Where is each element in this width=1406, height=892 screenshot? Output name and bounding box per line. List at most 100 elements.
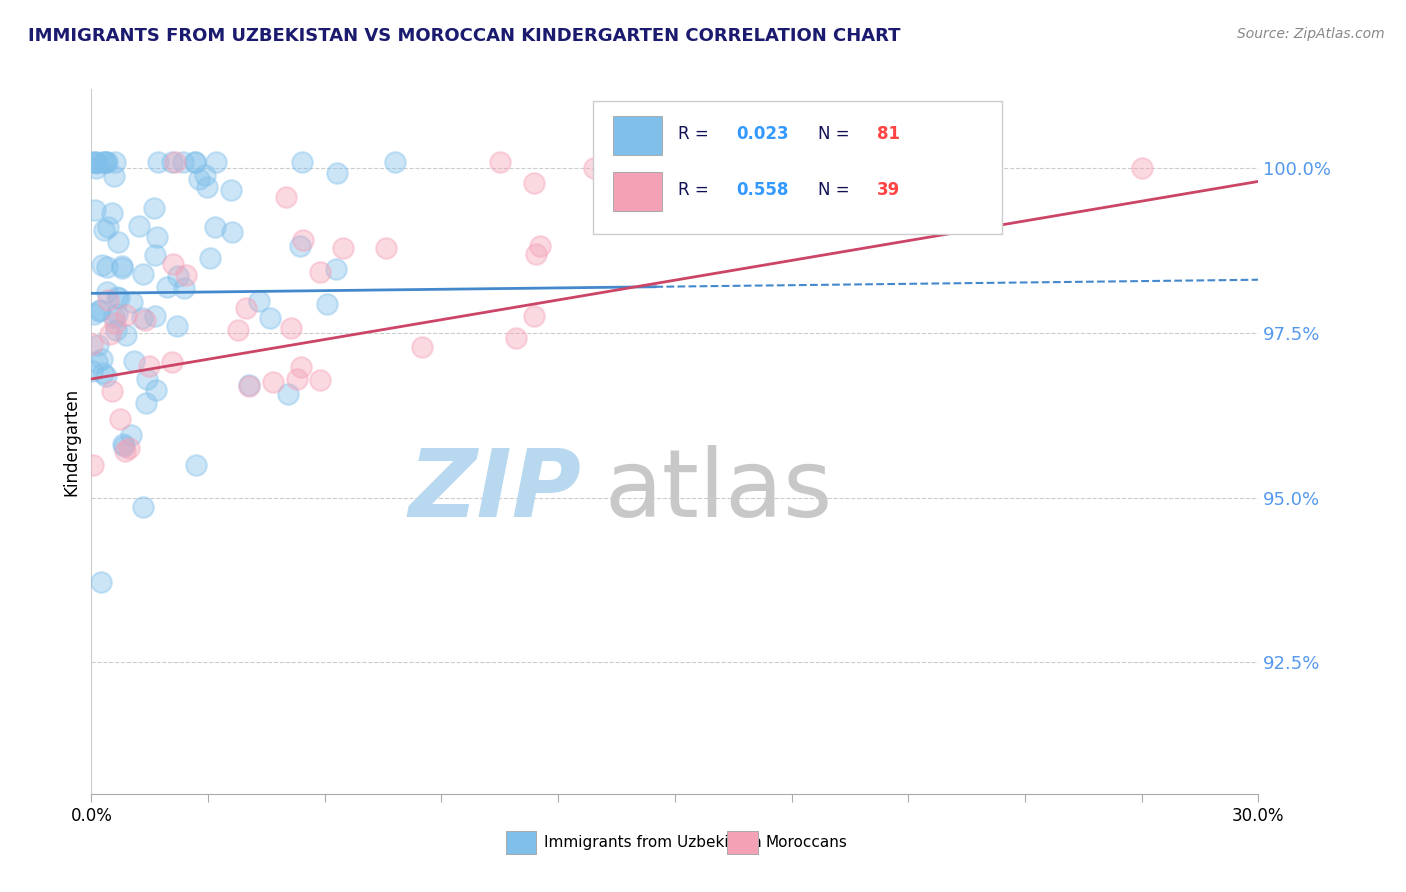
Point bbox=[235, 301, 257, 315]
Point bbox=[100, 327, 122, 342]
Point bbox=[96, 285, 118, 300]
Point bbox=[166, 268, 188, 283]
Text: Source: ZipAtlas.com: Source: ZipAtlas.com bbox=[1237, 27, 1385, 41]
Point bbox=[101, 384, 124, 398]
Point bbox=[384, 154, 406, 169]
Point bbox=[87, 303, 110, 318]
Point bbox=[249, 294, 271, 309]
Point bbox=[103, 310, 125, 324]
Point bbox=[94, 154, 117, 169]
Point bbox=[226, 323, 249, 337]
Point bbox=[84, 154, 107, 169]
Text: Moroccans: Moroccans bbox=[766, 835, 848, 850]
Point bbox=[111, 260, 134, 275]
Point bbox=[204, 219, 226, 234]
Point bbox=[292, 233, 315, 247]
Point bbox=[96, 260, 118, 274]
Point bbox=[138, 359, 160, 373]
Point bbox=[259, 311, 281, 326]
Point bbox=[188, 172, 211, 186]
Point bbox=[107, 235, 129, 249]
Point bbox=[82, 458, 104, 472]
Point bbox=[93, 223, 115, 237]
Point bbox=[219, 183, 242, 197]
Point bbox=[108, 411, 131, 425]
Text: R =: R = bbox=[678, 181, 714, 199]
Point bbox=[583, 161, 606, 176]
Point bbox=[277, 387, 299, 401]
Point bbox=[276, 189, 298, 203]
Point bbox=[104, 323, 127, 337]
Point bbox=[83, 154, 105, 169]
Point bbox=[80, 364, 103, 378]
Point bbox=[221, 225, 243, 239]
Point bbox=[97, 219, 120, 234]
Point bbox=[488, 154, 510, 169]
Point bbox=[332, 241, 354, 255]
Point bbox=[87, 338, 110, 352]
Point bbox=[162, 257, 184, 271]
Point bbox=[115, 328, 138, 343]
Point bbox=[112, 439, 135, 453]
Text: IMMIGRANTS FROM UZBEKISTAN VS MOROCCAN KINDERGARTEN CORRELATION CHART: IMMIGRANTS FROM UZBEKISTAN VS MOROCCAN K… bbox=[28, 27, 901, 45]
Point bbox=[114, 308, 136, 322]
Point bbox=[166, 318, 188, 333]
Point bbox=[114, 443, 136, 458]
FancyBboxPatch shape bbox=[613, 116, 662, 154]
Point bbox=[183, 154, 205, 169]
Point bbox=[198, 251, 221, 265]
Point bbox=[104, 316, 127, 330]
Point bbox=[262, 375, 284, 389]
FancyBboxPatch shape bbox=[593, 101, 1001, 234]
Point bbox=[325, 262, 347, 277]
Point bbox=[101, 206, 124, 220]
Point bbox=[94, 154, 117, 169]
Point bbox=[131, 310, 153, 325]
Point bbox=[103, 169, 125, 183]
Point bbox=[194, 169, 217, 183]
Point bbox=[238, 378, 260, 392]
Point bbox=[120, 428, 142, 442]
Point bbox=[411, 341, 433, 355]
Text: 0.023: 0.023 bbox=[737, 125, 789, 143]
Point bbox=[145, 383, 167, 397]
Point bbox=[523, 310, 546, 324]
FancyBboxPatch shape bbox=[613, 172, 662, 211]
Point bbox=[91, 351, 114, 366]
Point bbox=[132, 500, 155, 514]
Point bbox=[523, 177, 546, 191]
Point bbox=[83, 203, 105, 218]
Point bbox=[84, 161, 107, 175]
Point bbox=[308, 373, 330, 387]
Point bbox=[97, 293, 120, 308]
Point bbox=[184, 458, 207, 473]
Point bbox=[325, 166, 347, 180]
Point bbox=[280, 321, 302, 335]
Point bbox=[89, 303, 111, 318]
Point bbox=[173, 281, 195, 295]
Point bbox=[104, 154, 127, 169]
Text: 81: 81 bbox=[877, 125, 900, 143]
Text: 39: 39 bbox=[877, 181, 900, 199]
Point bbox=[143, 201, 166, 215]
Point bbox=[316, 296, 339, 310]
Point bbox=[290, 360, 312, 375]
Point bbox=[91, 367, 114, 381]
Point bbox=[121, 294, 143, 309]
Point bbox=[143, 309, 166, 323]
Point bbox=[111, 259, 134, 273]
Point bbox=[172, 154, 194, 169]
Point bbox=[291, 154, 314, 169]
Text: R =: R = bbox=[678, 125, 714, 143]
Point bbox=[176, 268, 198, 282]
Point bbox=[118, 442, 141, 456]
Point bbox=[205, 154, 228, 169]
Point bbox=[146, 154, 169, 169]
Text: ZIP: ZIP bbox=[409, 445, 582, 537]
Text: N =: N = bbox=[818, 125, 851, 143]
Point bbox=[82, 337, 104, 351]
Point bbox=[108, 291, 131, 305]
Point bbox=[285, 372, 308, 386]
Point bbox=[163, 154, 186, 169]
Y-axis label: Kindergarten: Kindergarten bbox=[62, 387, 80, 496]
